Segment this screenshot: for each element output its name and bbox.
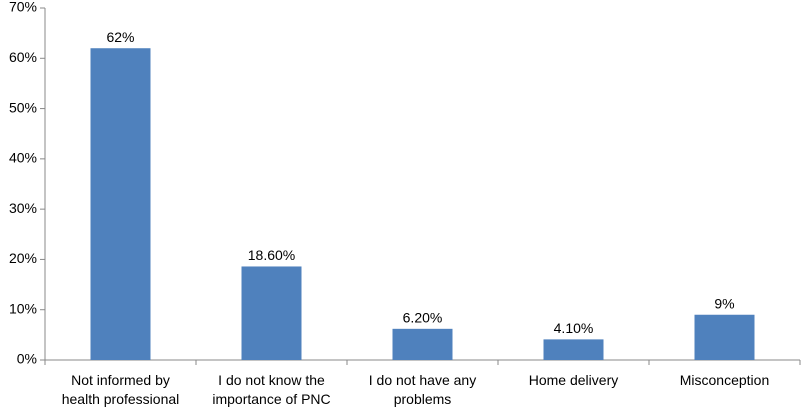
x-tick-label: Home delivery: [528, 372, 619, 388]
x-tick-label: Misconception: [679, 372, 770, 388]
x-tick-label: Not informed by health professional: [61, 372, 180, 407]
bar: [543, 339, 604, 360]
value-label: 18.60%: [248, 247, 295, 263]
y-tick-label: 0%: [17, 351, 37, 367]
x-tick-label: I do not know the importance of PNC: [212, 372, 331, 407]
bar: [392, 328, 453, 360]
y-tick-label: 40%: [9, 150, 37, 166]
value-label: 9%: [714, 295, 734, 311]
y-tick-label: 50%: [9, 99, 37, 115]
y-tick-label: 70%: [9, 0, 37, 15]
bar: [90, 48, 151, 360]
value-label: 4.10%: [554, 320, 594, 336]
value-label: 62%: [106, 29, 134, 45]
y-tick-label: 60%: [9, 49, 37, 65]
y-tick-label: 30%: [9, 200, 37, 216]
y-tick-label: 20%: [9, 250, 37, 266]
bar: [241, 266, 302, 360]
bar: [694, 314, 755, 360]
x-tick-label: I do not have any problems: [368, 372, 477, 407]
y-tick-label: 10%: [9, 300, 37, 316]
value-label: 6.20%: [403, 310, 443, 326]
